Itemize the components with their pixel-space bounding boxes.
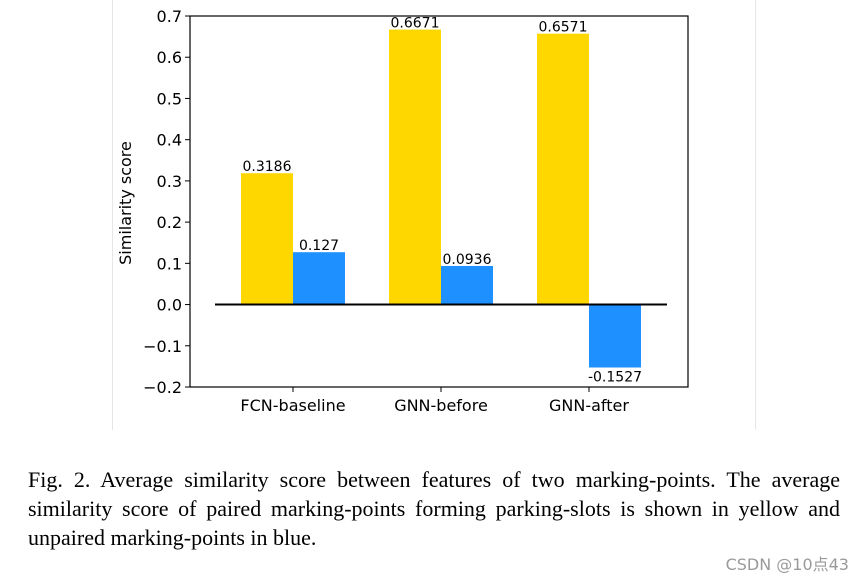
y-tick-label: 0.7 <box>157 7 182 26</box>
bar-chart: −0.2 −0.1 0.0 0.1 0.2 0.3 0.4 0.5 0.6 0.7 FCN-bas… <box>116 7 689 415</box>
bar-value-label: -0.1527 <box>588 370 642 386</box>
bar-paired-fcn-baseline <box>241 173 293 305</box>
bar-value-label: 0.3186 <box>243 159 292 175</box>
bar-unpaired-gnn-before <box>441 265 493 305</box>
bar-paired-gnn-after <box>537 33 589 305</box>
bar-value-label: 0.127 <box>299 238 339 254</box>
frame-right-border <box>755 0 756 430</box>
y-tick-label: 0.6 <box>157 48 182 67</box>
bar-value-label: 0.6671 <box>391 16 440 32</box>
bar-paired-gnn-before <box>389 29 441 305</box>
watermark: CSDN @10点43 <box>725 555 849 574</box>
bar-value-label: 0.6571 <box>539 20 588 36</box>
figure-caption: Fig. 2. Average similarity score between… <box>28 467 840 550</box>
y-tick-label: −0.1 <box>143 337 182 356</box>
plot-frame <box>189 15 689 388</box>
y-tick-label: 0.1 <box>157 254 182 273</box>
bar-unpaired-gnn-after <box>589 304 641 368</box>
y-tick-label: 0.4 <box>157 131 182 150</box>
y-axis-label: Similarity score <box>116 141 135 265</box>
y-tick-label: −0.2 <box>143 378 182 397</box>
y-tick-label: 0.2 <box>157 213 182 232</box>
y-tick-label: 0.5 <box>157 89 182 108</box>
x-tick-label: GNN-before <box>394 396 488 415</box>
bar-value-label: 0.0936 <box>443 252 492 268</box>
x-tick-label: GNN-after <box>549 396 629 415</box>
x-tick-label: FCN-baseline <box>240 396 345 415</box>
y-tick-label: 0.3 <box>157 172 182 191</box>
y-tick-label: 0.0 <box>157 296 182 315</box>
bar-unpaired-fcn-baseline <box>293 252 345 305</box>
frame-left-border <box>112 0 113 430</box>
